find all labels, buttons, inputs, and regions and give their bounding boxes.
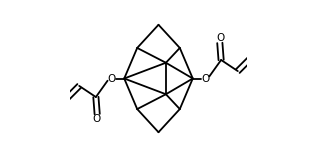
Text: O: O	[201, 73, 210, 84]
Text: O: O	[93, 114, 101, 124]
Text: O: O	[216, 33, 224, 43]
Text: O: O	[107, 73, 116, 84]
